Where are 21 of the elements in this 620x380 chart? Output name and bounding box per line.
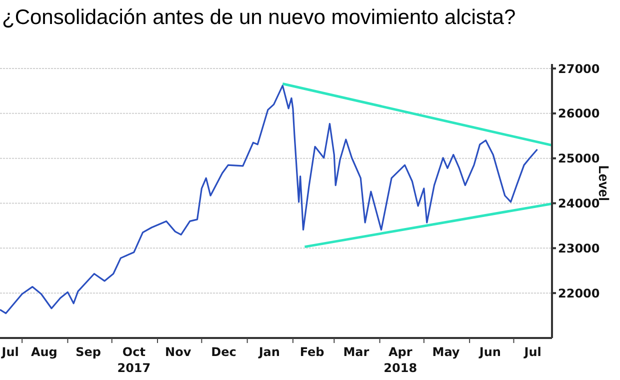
x-tick-label: Sep [76, 345, 102, 359]
x-tick-label: Jan [258, 345, 280, 359]
y-tick-label: 24000 [558, 196, 600, 211]
x-tick-label: Jul [0, 345, 19, 359]
x-tick-label: Jul [523, 345, 542, 359]
y-tick-label: 25000 [558, 152, 600, 166]
x-tick-label: Aug [30, 345, 58, 359]
x-tick-label: Feb [300, 345, 325, 359]
x-tick-label: Apr 2018 [384, 345, 418, 375]
x-tick-label: Dec [211, 345, 236, 359]
chart-title: ¿Consolidación antes de un nuevo movimiento alcista? [2, 6, 516, 30]
y-tick-label: 26000 [558, 106, 600, 121]
line-series [0, 84, 538, 314]
x-tick-label: May [432, 345, 460, 359]
y-tick-label: 23000 [558, 241, 600, 256]
y-tick-label: 27000 [558, 62, 600, 76]
y-tick-label: 22000 [558, 286, 600, 300]
x-tick-label: Nov [165, 345, 192, 359]
x-tick-label: Oct 2017 [117, 345, 151, 375]
x-tick-label: Jun [478, 345, 501, 359]
x-tick-label: Mar [343, 345, 370, 359]
